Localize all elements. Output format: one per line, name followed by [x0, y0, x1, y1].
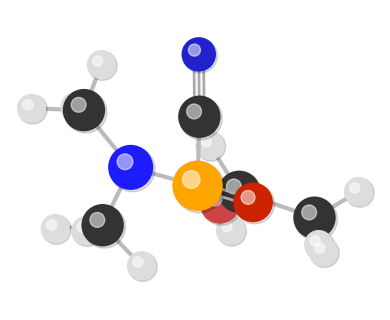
Circle shape: [83, 206, 126, 248]
Circle shape: [208, 192, 222, 206]
Circle shape: [187, 104, 202, 119]
Circle shape: [73, 217, 101, 246]
Circle shape: [62, 93, 90, 123]
Circle shape: [46, 220, 57, 230]
Circle shape: [233, 182, 273, 222]
Circle shape: [18, 95, 47, 124]
Circle shape: [241, 190, 255, 204]
Circle shape: [302, 205, 317, 220]
Circle shape: [127, 251, 156, 280]
Circle shape: [310, 238, 339, 268]
Circle shape: [63, 89, 105, 131]
Circle shape: [345, 178, 374, 207]
Circle shape: [133, 257, 143, 267]
Circle shape: [77, 222, 87, 232]
Circle shape: [350, 183, 360, 193]
Circle shape: [217, 217, 246, 246]
Circle shape: [180, 97, 222, 140]
Circle shape: [295, 198, 337, 241]
Circle shape: [227, 179, 241, 194]
Circle shape: [174, 163, 225, 213]
Circle shape: [93, 56, 103, 66]
Circle shape: [218, 171, 261, 213]
Circle shape: [183, 38, 217, 73]
Circle shape: [305, 231, 335, 260]
Circle shape: [17, 94, 46, 123]
Circle shape: [181, 37, 216, 72]
Circle shape: [178, 96, 221, 138]
Circle shape: [183, 171, 200, 188]
Circle shape: [82, 204, 124, 246]
Circle shape: [41, 214, 70, 243]
Circle shape: [197, 132, 226, 161]
Circle shape: [71, 97, 86, 112]
Circle shape: [222, 222, 232, 232]
Circle shape: [60, 92, 89, 121]
Circle shape: [172, 161, 223, 211]
Circle shape: [64, 91, 107, 133]
Circle shape: [216, 216, 245, 245]
Circle shape: [71, 216, 100, 245]
Circle shape: [344, 177, 373, 206]
Circle shape: [202, 186, 241, 225]
Circle shape: [88, 51, 117, 80]
Circle shape: [201, 137, 211, 147]
Circle shape: [87, 50, 116, 79]
Circle shape: [200, 184, 240, 224]
Circle shape: [108, 145, 153, 190]
Circle shape: [315, 243, 325, 253]
Circle shape: [293, 196, 336, 239]
Circle shape: [42, 215, 71, 244]
Circle shape: [304, 230, 333, 259]
Circle shape: [309, 237, 338, 266]
Circle shape: [220, 172, 262, 215]
Circle shape: [117, 154, 133, 170]
Circle shape: [310, 236, 320, 246]
Circle shape: [188, 44, 200, 56]
Circle shape: [110, 147, 155, 192]
Circle shape: [195, 131, 225, 160]
Circle shape: [66, 98, 76, 108]
Circle shape: [23, 100, 33, 110]
Circle shape: [128, 252, 157, 281]
Circle shape: [235, 184, 275, 224]
Circle shape: [90, 212, 105, 228]
